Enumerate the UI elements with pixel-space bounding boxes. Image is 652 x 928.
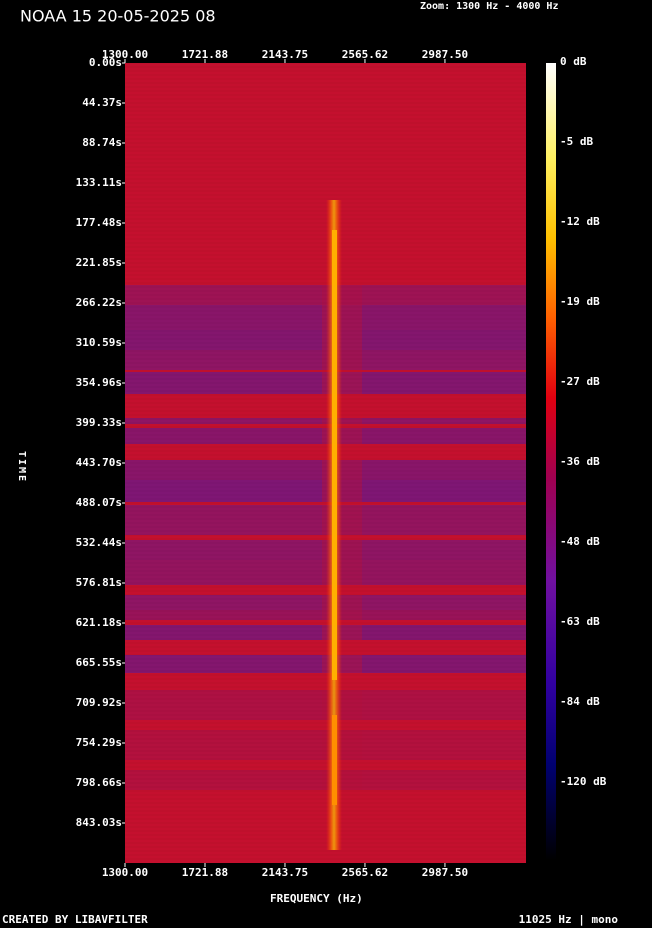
y-tick-label: 177.48s xyxy=(76,216,122,229)
band xyxy=(125,305,526,330)
colorbar-label: 0 dB xyxy=(560,55,587,68)
x-axis-label: FREQUENCY (Hz) xyxy=(270,892,363,905)
y-tick-label: 576.81s xyxy=(76,576,122,589)
band xyxy=(125,690,526,720)
y-axis-label: TIME xyxy=(16,451,27,483)
colorbar-label: -27 dB xyxy=(560,375,600,388)
y-tick-label: 221.85s xyxy=(76,256,122,269)
band xyxy=(125,330,526,350)
x-tick-label-top: 2987.50 xyxy=(422,48,468,61)
x-tick-label-bottom: 2565.62 xyxy=(342,866,388,879)
band xyxy=(125,428,526,444)
colorbar-label: -5 dB xyxy=(560,135,593,148)
band xyxy=(125,372,526,394)
x-tick-label-bottom: 2143.75 xyxy=(262,866,308,879)
band xyxy=(125,350,526,370)
y-tick-label: 709.92s xyxy=(76,696,122,709)
x-tick-label-bottom: 1300.00 xyxy=(102,866,148,879)
y-tick-label: 665.55s xyxy=(76,656,122,669)
band xyxy=(125,595,526,610)
y-tick-label: 310.59s xyxy=(76,336,122,349)
y-tick-label: 798.66s xyxy=(76,776,122,789)
band xyxy=(125,730,526,760)
band xyxy=(125,540,526,560)
colorbar-label: -12 dB xyxy=(560,215,600,228)
x-tick-label-top: 2565.62 xyxy=(342,48,388,61)
y-tick-label: 88.74s xyxy=(82,136,122,149)
band xyxy=(125,560,526,585)
band xyxy=(125,480,526,502)
y-tick-label: 843.03s xyxy=(76,816,122,829)
y-tick-label: 133.11s xyxy=(76,176,122,189)
signal xyxy=(332,230,337,680)
y-tick-label: 532.44s xyxy=(76,536,122,549)
band xyxy=(125,610,526,620)
colorbar-label: -120 dB xyxy=(560,775,607,788)
colorbar-label: -84 dB xyxy=(560,695,600,708)
y-tick-label: 0.00s xyxy=(89,56,122,69)
y-tick-label: 266.22s xyxy=(76,296,122,309)
band xyxy=(125,418,526,424)
band xyxy=(125,505,526,535)
y-tick-label: 44.37s xyxy=(82,96,122,109)
y-tick-label: 354.96s xyxy=(76,376,122,389)
plot-area xyxy=(125,62,526,863)
y-tick-label: 488.07s xyxy=(76,496,122,509)
colorbar-label: -36 dB xyxy=(560,455,600,468)
band xyxy=(125,285,526,305)
x-tick-label-top: 2143.75 xyxy=(262,48,308,61)
x-tick-label-top: 1721.88 xyxy=(182,48,228,61)
y-tick-label: 754.29s xyxy=(76,736,122,749)
colorbar-label: -48 dB xyxy=(560,535,600,548)
band xyxy=(125,625,526,640)
y-tick-label: 621.18s xyxy=(76,616,122,629)
colorbar-label: -63 dB xyxy=(560,615,600,628)
title: NOAA 15 20-05-2025 08 xyxy=(20,7,216,26)
colorbar-label: -19 dB xyxy=(560,295,600,308)
zoom-label: Zoom: 1300 Hz - 4000 Hz xyxy=(420,1,558,12)
band xyxy=(125,655,526,673)
colorbar xyxy=(546,63,556,860)
x-tick-label-bottom: 1721.88 xyxy=(182,866,228,879)
y-tick-label: 443.70s xyxy=(76,456,122,469)
footer-right: 11025 Hz | mono xyxy=(519,913,619,926)
band xyxy=(125,460,526,480)
footer-left: CREATED BY LIBAVFILTER xyxy=(2,913,148,926)
y-tick-label: 399.33s xyxy=(76,416,122,429)
x-tick-label-bottom: 2987.50 xyxy=(422,866,468,879)
x-tick-label-top: 1300.00 xyxy=(102,48,148,61)
band xyxy=(125,770,526,790)
signal xyxy=(332,715,337,805)
